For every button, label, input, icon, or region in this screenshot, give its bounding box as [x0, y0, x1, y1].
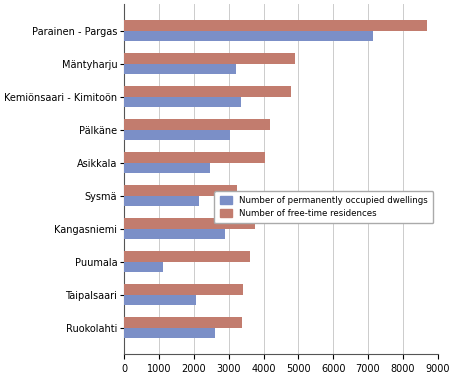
Bar	[124, 294, 196, 305]
Legend: Number of permanently occupied dwellings, Number of free-time residences: Number of permanently occupied dwellings…	[214, 191, 433, 223]
Bar	[124, 284, 242, 294]
Bar	[124, 185, 237, 196]
Bar	[124, 163, 210, 173]
Bar	[124, 218, 255, 229]
Bar	[124, 97, 241, 107]
Bar	[124, 53, 295, 64]
Bar	[124, 317, 242, 328]
Bar	[124, 328, 215, 338]
Bar	[124, 64, 236, 74]
Bar	[124, 119, 271, 130]
Bar	[124, 130, 231, 140]
Bar	[124, 196, 199, 206]
Bar	[124, 229, 225, 239]
Bar	[124, 20, 427, 31]
Bar	[124, 251, 250, 262]
Bar	[124, 262, 163, 272]
Bar	[124, 86, 291, 97]
Bar	[124, 31, 373, 41]
Bar	[124, 152, 265, 163]
